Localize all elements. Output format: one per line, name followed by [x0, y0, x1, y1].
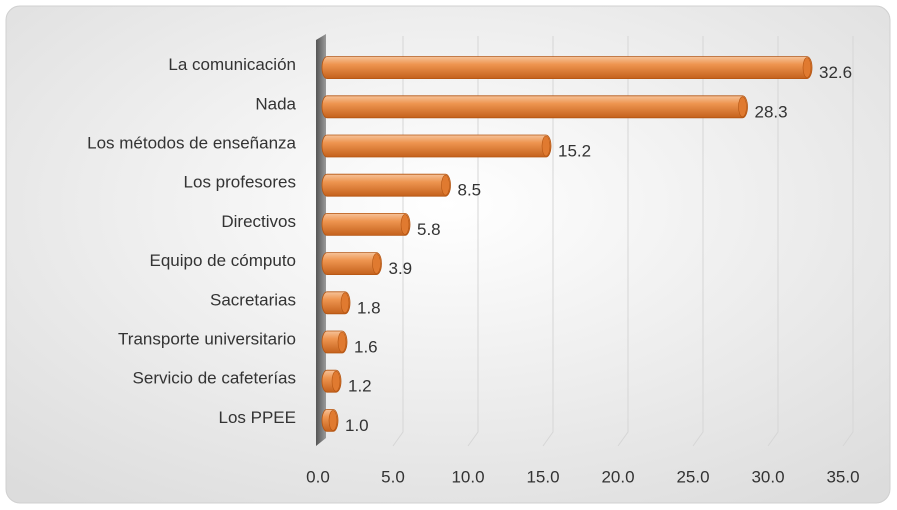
- y-tick-label: Transporte universitario: [118, 329, 296, 348]
- bar-cap: [802, 57, 812, 78]
- y-tick-label: Los métodos de enseñanza: [87, 133, 296, 152]
- x-tick-label: 20.0: [601, 467, 634, 486]
- y-tick-label: Sacretarias: [210, 290, 296, 309]
- bar-cap: [400, 214, 410, 235]
- bar-cap: [340, 292, 350, 314]
- grid-line: [392, 36, 404, 447]
- x-tick-label: 15.0: [526, 467, 559, 486]
- data-label: 1.6: [354, 337, 378, 356]
- bar-cap: [328, 410, 338, 431]
- x-tick-label: 5.0: [381, 467, 405, 486]
- bar: [321, 95, 748, 119]
- x-tick-label: 25.0: [676, 467, 709, 486]
- y-tick-label: Directivos: [221, 212, 296, 231]
- bar-cap: [372, 253, 381, 274]
- y-tick-label: La comunicación: [168, 55, 296, 74]
- bar-cap: [541, 135, 551, 157]
- data-label: 1.2: [348, 377, 372, 396]
- bar: [321, 252, 382, 275]
- chart-background: [5, 5, 891, 504]
- data-label: 8.5: [458, 181, 482, 200]
- y-tick-label: Servicio de cafeterías: [133, 369, 296, 388]
- data-label: 1.8: [357, 298, 381, 317]
- y-tick-label: Nada: [255, 94, 296, 113]
- data-label: 1.0: [345, 416, 369, 435]
- data-label: 15.2: [558, 141, 591, 160]
- x-tick-label: 35.0: [826, 467, 859, 486]
- grid-line: [692, 36, 704, 447]
- bar-cap: [738, 96, 747, 118]
- bar-cap: [337, 331, 347, 353]
- data-label: 5.8: [417, 220, 441, 239]
- grid-line: [617, 36, 629, 447]
- bar: [321, 134, 552, 158]
- y-tick-label: Los profesores: [184, 173, 296, 192]
- grid-line: [767, 36, 779, 447]
- grid-line: [467, 36, 479, 447]
- x-tick-label: 0.0: [306, 467, 330, 486]
- x-tick-label: 30.0: [751, 467, 784, 486]
- y-tick-label: Equipo de cómputo: [150, 251, 297, 270]
- x-tick-label: 10.0: [451, 467, 484, 486]
- y-tick-label: Los PPEE: [219, 408, 297, 427]
- data-label: 3.9: [389, 259, 413, 278]
- bar-cap: [441, 174, 450, 196]
- data-label: 32.6: [819, 63, 852, 82]
- grid-line: [842, 36, 854, 447]
- data-label: 28.3: [755, 102, 788, 121]
- grid-line: [542, 36, 554, 447]
- bar: [321, 173, 451, 197]
- bar: [321, 213, 411, 236]
- bar: [321, 56, 813, 79]
- bar-cap: [331, 370, 341, 392]
